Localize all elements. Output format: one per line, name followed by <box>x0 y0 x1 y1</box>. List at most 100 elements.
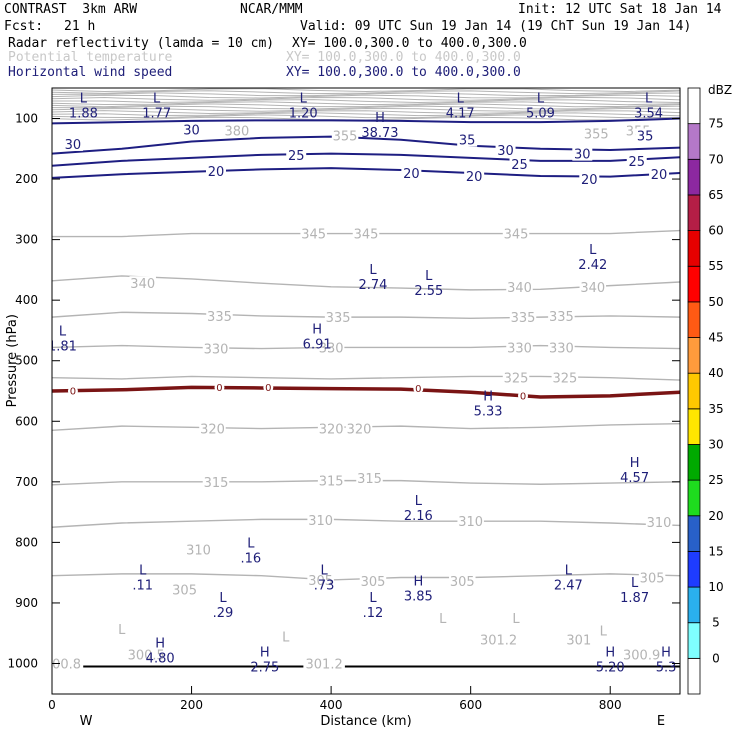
colorbar-level-label: 15 <box>708 544 723 558</box>
theta-label: 330 <box>204 343 229 358</box>
field-reflectivity: Radar reflectivity (lamda = 10 cm) <box>8 36 275 51</box>
extremum-low-marker: L <box>118 623 126 638</box>
y-tick-label: 1000 <box>7 657 38 671</box>
wind-label-bg <box>509 156 530 171</box>
reflectivity-label: 0 <box>70 387 76 398</box>
model-name: CONTRAST 3km ARW <box>4 2 138 17</box>
reflectivity-label-bg <box>518 390 528 401</box>
theta-label-bg <box>548 308 575 323</box>
wind-label-bg <box>62 136 83 151</box>
extremum-value: 5.33 <box>474 404 503 419</box>
theta-upper-contour <box>52 96 680 101</box>
extremum-value: 5.20 <box>596 660 625 675</box>
y-tick-label: 700 <box>15 475 38 489</box>
theta-label: 355 <box>333 129 358 144</box>
theta-label-bg <box>457 514 484 529</box>
colorbar-swatch <box>687 657 701 695</box>
theta-label-bg <box>359 574 387 589</box>
colorbar-level-label: 20 <box>708 509 723 523</box>
wind-label: 20 <box>466 170 483 185</box>
theta-label: 340 <box>507 281 532 296</box>
wind-label-bg <box>495 142 516 157</box>
colorbar-swatch <box>687 265 701 303</box>
y-tick-label: 900 <box>15 596 38 610</box>
extremum-low-marker: L <box>589 243 597 258</box>
extremum-value: .29 <box>213 606 234 621</box>
theta-label: 310 <box>647 516 672 531</box>
colorbar-swatch <box>687 301 701 338</box>
colorbar-swatch <box>687 194 701 231</box>
theta-label: 380 <box>224 125 249 140</box>
colorbar-level-label: 70 <box>708 152 723 166</box>
colorbar-swatch <box>687 408 701 445</box>
reflectivity-contour-0 <box>52 385 680 399</box>
extremum-low-marker: L <box>600 624 608 639</box>
theta-label-bg <box>171 582 198 597</box>
wind-label-bg <box>205 164 226 179</box>
theta-label: 330 <box>507 341 532 356</box>
theta-label-bg <box>317 473 345 488</box>
reflectivity-label-bg <box>413 383 424 394</box>
colorbar-level-label: 5 <box>712 616 720 630</box>
theta-label-bg <box>548 340 575 355</box>
extremum-low-marker: L <box>537 91 545 106</box>
theta-label: 315 <box>319 475 344 490</box>
x-axis-label: Distance (km) <box>320 714 411 729</box>
theta-label: 325 <box>504 372 529 387</box>
theta-label-bg <box>579 279 607 294</box>
field-theta-xy: XY= 100.0,300.0 to 400.0,300.0 <box>286 50 521 65</box>
theta-label-bg <box>300 226 327 241</box>
extremum-value: 1.87 <box>620 591 649 606</box>
theta-label: 335 <box>549 310 574 325</box>
wind-label: 30 <box>574 148 591 163</box>
extremum-low-marker: L <box>369 263 377 278</box>
wind-label: 20 <box>403 167 420 182</box>
theta-label-bg <box>638 570 666 585</box>
wind-label-bg <box>457 132 478 147</box>
wind-label: 20 <box>651 168 668 183</box>
theta-label: 345 <box>354 228 379 243</box>
extremum-value: 3.54 <box>634 106 663 121</box>
theta-label-bg <box>317 340 345 355</box>
theta-upper-contour <box>52 101 680 106</box>
extremum-value: 38.73 <box>361 126 398 141</box>
theta-label: 300.9 <box>623 648 660 663</box>
init-time: Init: 12 UTC Sat 18 Jan 14 <box>518 2 722 17</box>
colorbar-level-label: 75 <box>708 117 723 131</box>
extremum-low-marker: L <box>645 91 653 106</box>
theta-label-bg <box>449 574 476 589</box>
extremum-value: 4.80 <box>146 651 175 666</box>
extremum-value: 1.88 <box>69 106 98 121</box>
reflectivity-label-bg <box>263 382 274 393</box>
extremum-low-marker: L <box>565 564 573 579</box>
theta-label-bg <box>307 572 334 587</box>
theta-label-bg <box>324 310 352 325</box>
reflectivity-label-bg <box>214 382 225 393</box>
extremum-low-marker: L <box>439 612 447 627</box>
y-tick-label: 600 <box>15 414 38 428</box>
colorbar-swatch <box>687 123 701 160</box>
theta-label: 335 <box>511 311 536 326</box>
wind-label-bg <box>286 147 307 162</box>
field-wind-xy: XY= 100.0,300.0 to 400.0,300.0 <box>286 65 521 80</box>
reflectivity-label-bg <box>67 386 78 396</box>
field-theta: Potential temperature <box>8 50 173 65</box>
theta-contour-325 <box>52 375 680 381</box>
extremum-value: .16 <box>241 551 262 566</box>
wind-label-bg <box>579 172 600 187</box>
forecast-value: 21 h <box>64 19 96 34</box>
theta-label: 345 <box>504 228 529 243</box>
extremum-value: 6.91 <box>303 338 332 353</box>
extremum-high-marker: H <box>260 645 270 660</box>
extremum-value: 1.20 <box>289 106 318 121</box>
theta-label: 320 <box>200 423 225 438</box>
theta-upper-contour <box>52 107 680 112</box>
theta-label: 320 <box>347 423 372 438</box>
y-tick-label: 400 <box>15 293 38 307</box>
wind-label-bg <box>464 169 485 184</box>
x-tick-label: 400 <box>320 698 343 712</box>
theta-label-bg <box>502 226 530 241</box>
theta-label: 345 <box>301 228 326 243</box>
theta-contour-335 <box>52 311 680 320</box>
wind-label: 30 <box>183 123 200 138</box>
